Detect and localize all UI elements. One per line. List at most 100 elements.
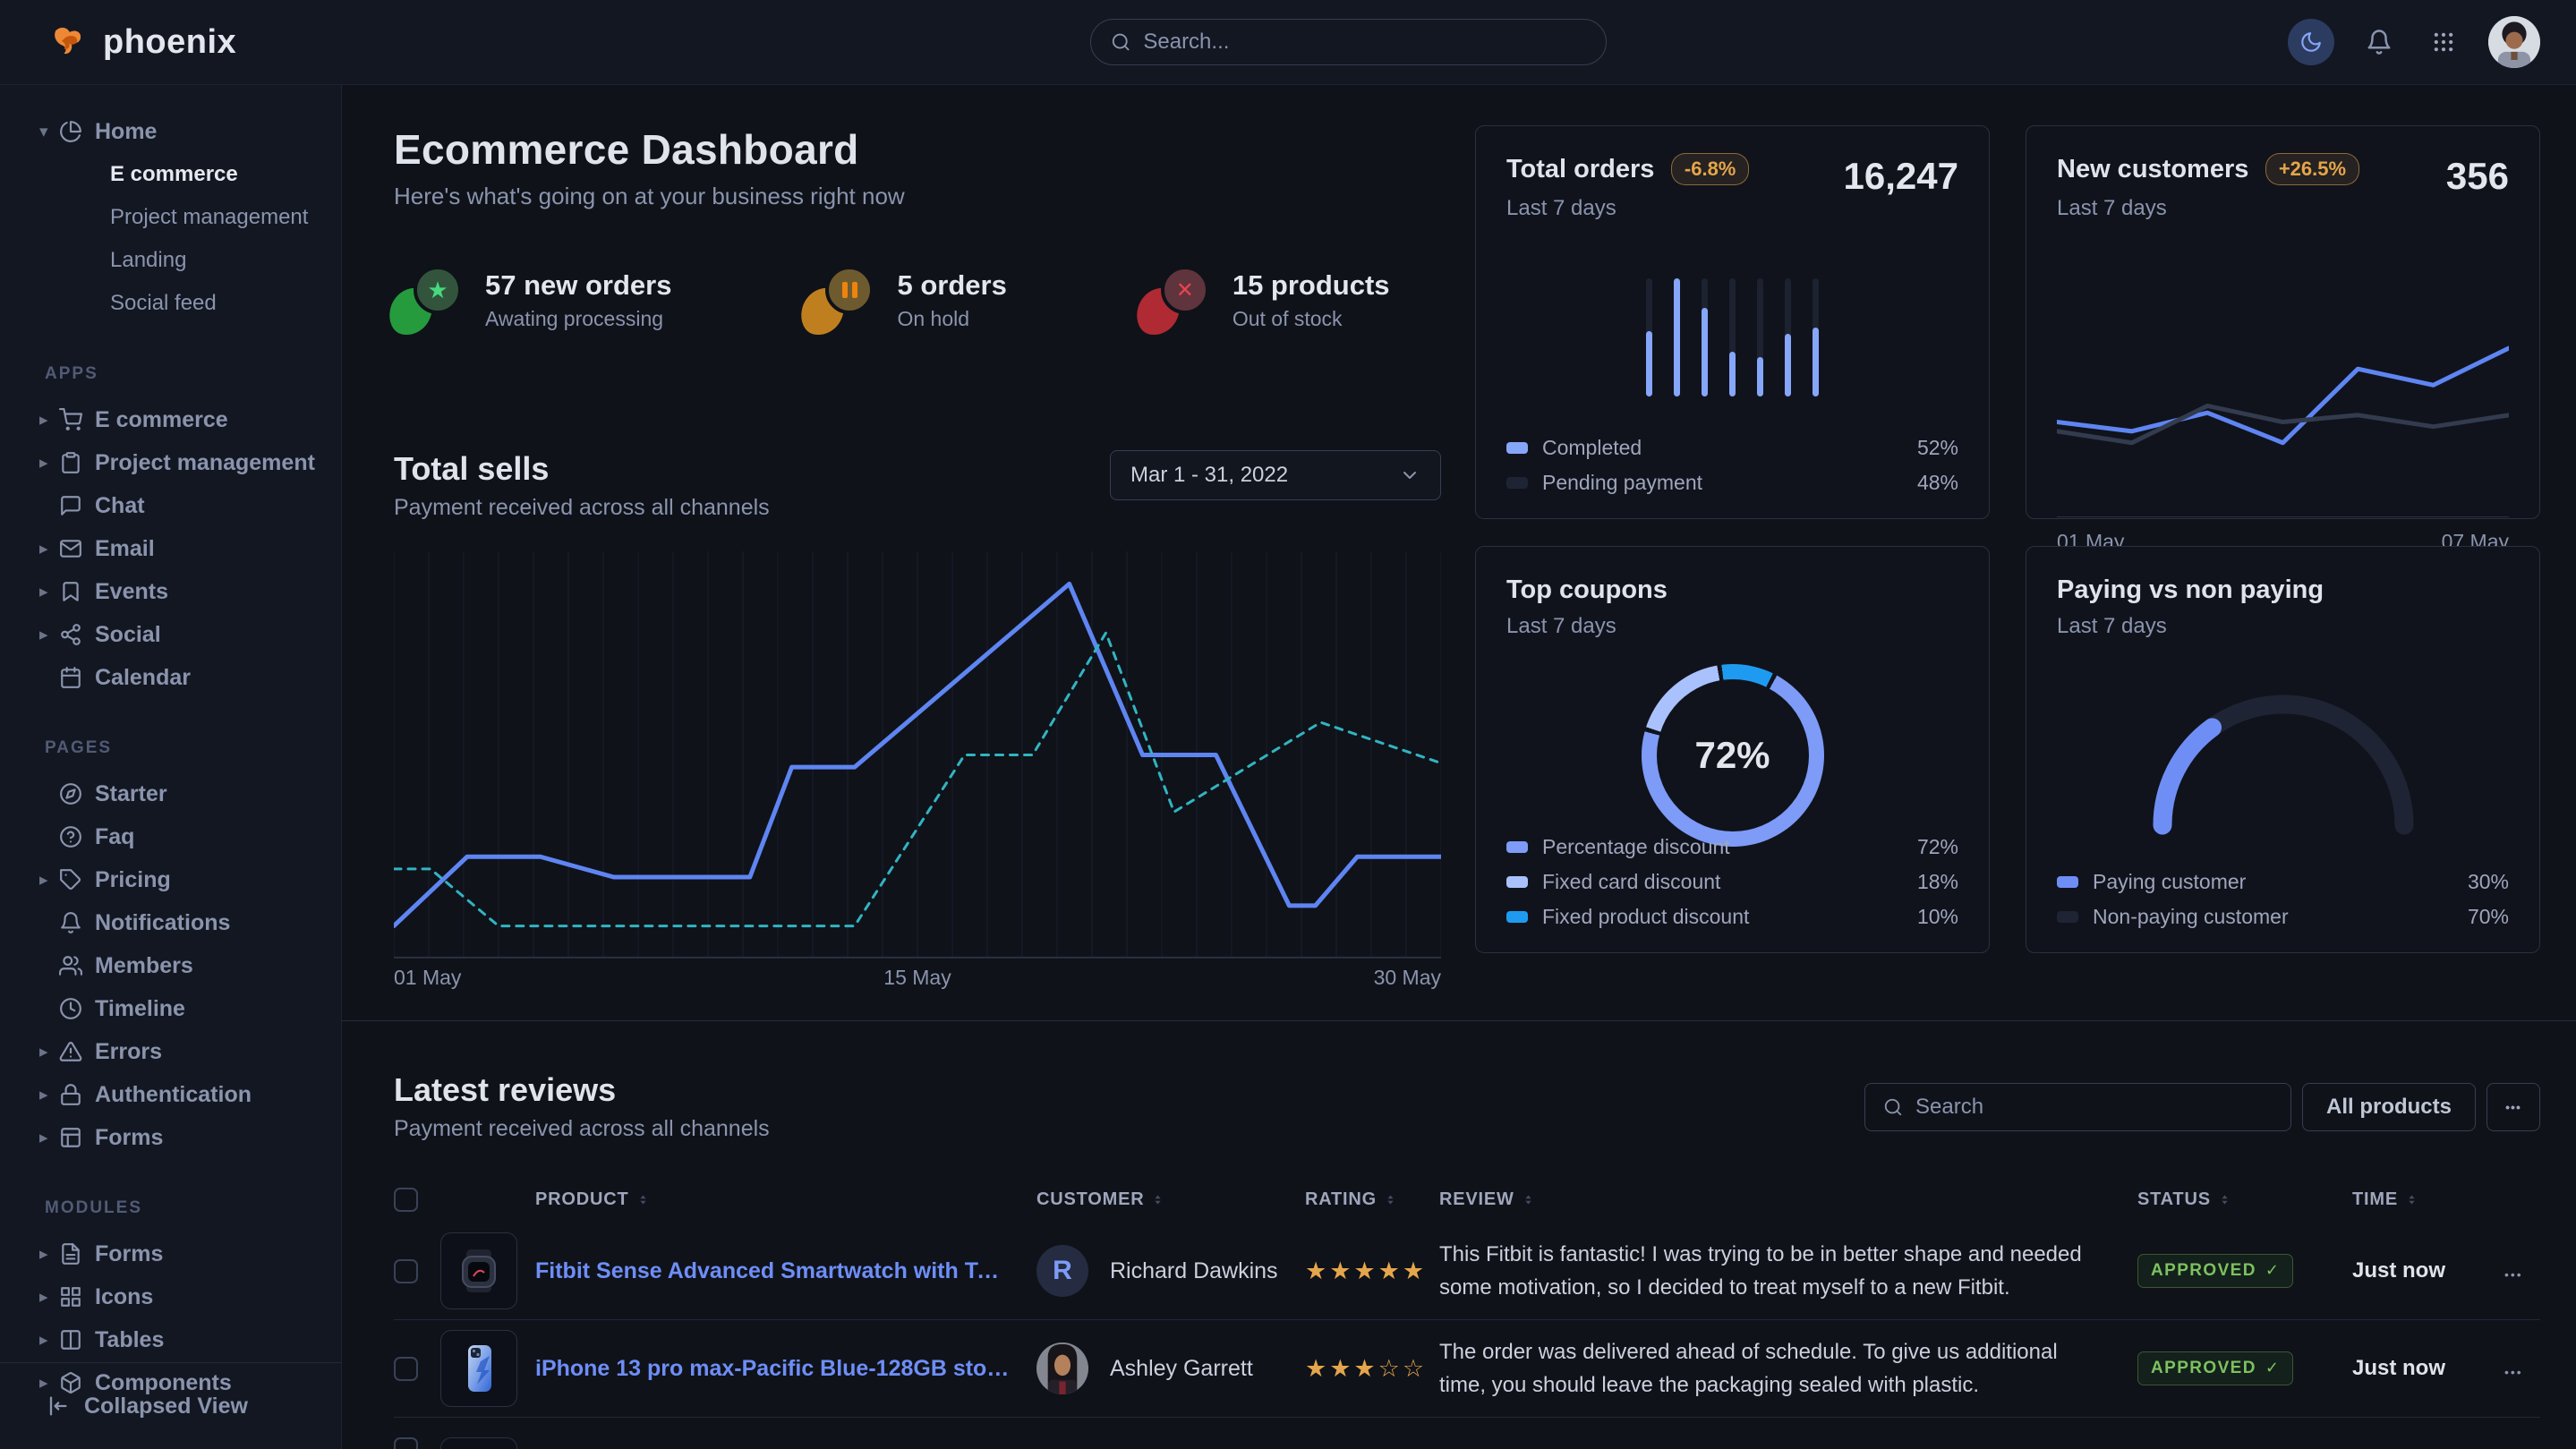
sidebar-item-social[interactable]: ▸ Social (0, 613, 341, 656)
sort-icon (2405, 1193, 2418, 1206)
sidebar-item-timeline[interactable]: ▸ Timeline (0, 987, 341, 1030)
notifications-button[interactable] (2359, 22, 2399, 62)
sidebar-item-faq[interactable]: ▸ Faq (0, 815, 341, 858)
calendar-icon (59, 666, 82, 689)
sidebar-item-home[interactable]: ▾ Home (0, 110, 341, 153)
row-more-button[interactable] (2504, 1257, 2540, 1285)
row-checkbox[interactable] (394, 1357, 418, 1381)
sidebar: ▾ Home E commerce Project management Lan… (0, 85, 342, 1449)
column-rating[interactable]: RATING (1305, 1189, 1439, 1210)
sidebar-item-email[interactable]: ▸ Email (0, 527, 341, 570)
caret-right-icon: ▸ (39, 539, 57, 559)
date-range-select[interactable]: Mar 1 - 31, 2022 (1110, 450, 1441, 500)
table-row: Fitbit Sense Advanced Smartwatch with To… (394, 1223, 2540, 1320)
total-sells-title: Total sells (394, 450, 770, 488)
reviews-search[interactable] (1864, 1083, 2291, 1131)
paying-gauge-chart (2057, 680, 2509, 841)
pie-chart-icon (59, 120, 82, 143)
lock-icon (59, 1083, 82, 1106)
row-more-button[interactable] (2504, 1355, 2540, 1383)
sidebar-item-ecommerce[interactable]: ▸ E commerce (0, 398, 341, 441)
select-all-checkbox[interactable] (394, 1188, 418, 1212)
sidebar-item-layouts[interactable]: ▸ Forms (0, 1116, 341, 1159)
nine-dots-icon (2431, 30, 2456, 55)
caret-right-icon: ▸ (39, 453, 57, 473)
user-avatar[interactable] (2488, 16, 2540, 68)
stat-new-orders: ★ 57 new orders Awating processing (394, 266, 671, 334)
sidebar-item-forms[interactable]: ▸ Forms (0, 1232, 341, 1275)
sidebar-item-notifications[interactable]: ▸ Notifications (0, 901, 341, 944)
column-time[interactable]: TIME (2352, 1189, 2504, 1210)
grid-icon (59, 1285, 82, 1308)
caret-right-icon: ▸ (39, 625, 57, 645)
sidebar-item-chat[interactable]: ▸ Chat (0, 484, 341, 527)
sidebar-section-apps: APPS (0, 364, 341, 384)
clipboard-icon (59, 451, 82, 474)
customer-avatar-photo (1036, 1342, 1088, 1394)
tag-icon (59, 868, 82, 891)
status-badge: APPROVED (2137, 1254, 2293, 1288)
chevron-down-icon (1399, 465, 1420, 486)
file-text-icon (59, 1242, 82, 1266)
clock-icon (59, 997, 82, 1020)
product-link[interactable]: Fitbit Sense Advanced Smartwatch with To… (535, 1258, 1036, 1284)
caret-down-icon: ▾ (39, 122, 57, 142)
sidebar-item-icons[interactable]: ▸ Icons (0, 1275, 341, 1318)
apps-menu-button[interactable] (2424, 22, 2463, 62)
cross-icon: ✕ (1176, 277, 1194, 303)
rating-stars: ★★★☆☆ (1305, 1355, 1439, 1383)
warning-icon (59, 1040, 82, 1063)
product-link[interactable]: iPhone 13 pro max-Pacific Blue-128GB sto… (535, 1356, 1036, 1382)
kpi-cards: Total orders -6.8% Last 7 days 16,247 Co… (1475, 125, 2540, 990)
sidebar-item-members[interactable]: ▸ Members (0, 944, 341, 987)
sidebar-item-ecommerce-home[interactable]: E commerce (0, 153, 341, 196)
bell-icon (59, 911, 82, 934)
order-bar (1674, 278, 1680, 396)
legend-fixed-product-discount: Fixed product discount 10% (1506, 905, 1958, 929)
rating-stars: ★★★★★ (1305, 1257, 1439, 1285)
sidebar-item-authentication[interactable]: ▸ Authentication (0, 1073, 341, 1116)
all-products-button[interactable]: All products (2302, 1083, 2476, 1131)
order-bar (1729, 278, 1736, 396)
caret-right-icon: ▸ (39, 582, 57, 602)
theme-toggle-button[interactable] (2288, 19, 2334, 65)
sidebar-item-project-management[interactable]: ▸ Project management (0, 441, 341, 484)
caret-right-icon: ▸ (39, 1042, 57, 1062)
total-sells-chart (394, 551, 1441, 959)
collapse-sidebar-button[interactable]: Collapsed View (0, 1362, 341, 1449)
caret-right-icon: ▸ (39, 1085, 57, 1105)
sidebar-item-project-management-home[interactable]: Project management (0, 196, 341, 239)
new-customers-chart (2057, 277, 2509, 507)
column-status[interactable]: STATUS (2137, 1189, 2352, 1210)
global-search[interactable] (1090, 19, 1607, 65)
sidebar-section-pages: PAGES (0, 738, 341, 758)
table-row-partial (394, 1418, 2540, 1449)
row-checkbox[interactable] (394, 1259, 418, 1283)
total-sells-subtitle: Payment received across all channels (394, 495, 770, 521)
brand[interactable]: phoenix (49, 22, 236, 62)
customer-avatar-initial: R (1036, 1245, 1088, 1297)
column-customer[interactable]: CUSTOMER (1036, 1189, 1305, 1210)
brand-name: phoenix (103, 23, 236, 62)
sidebar-item-starter[interactable]: ▸ Starter (0, 772, 341, 815)
column-product[interactable]: PRODUCT (535, 1189, 1036, 1210)
sidebar-item-landing[interactable]: Landing (0, 239, 341, 282)
sidebar-item-calendar[interactable]: ▸ Calendar (0, 656, 341, 699)
caret-right-icon: ▸ (39, 1128, 57, 1148)
sidebar-item-pricing[interactable]: ▸ Pricing (0, 858, 341, 901)
sidebar-item-tables[interactable]: ▸ Tables (0, 1318, 341, 1361)
on-hold-icon (806, 266, 874, 334)
global-search-input[interactable] (1143, 30, 1586, 55)
sidebar-item-errors[interactable]: ▸ Errors (0, 1030, 341, 1073)
reviews-search-input[interactable] (1915, 1095, 2273, 1120)
caret-right-icon: ▸ (39, 410, 57, 430)
new-customers-card: New customers +26.5% Last 7 days 356 01 … (2026, 125, 2540, 519)
reviews-more-button[interactable] (2486, 1083, 2540, 1131)
column-review[interactable]: REVIEW (1439, 1189, 2137, 1210)
sort-icon (2218, 1193, 2231, 1206)
sidebar-item-social-feed[interactable]: Social feed (0, 282, 341, 325)
total-sells-x-axis: 01 May 15 May 30 May (394, 966, 1441, 990)
sidebar-item-events[interactable]: ▸ Events (0, 570, 341, 613)
stat-orders-on-hold: 5 orders On hold (806, 266, 1006, 334)
row-checkbox[interactable] (394, 1437, 418, 1449)
